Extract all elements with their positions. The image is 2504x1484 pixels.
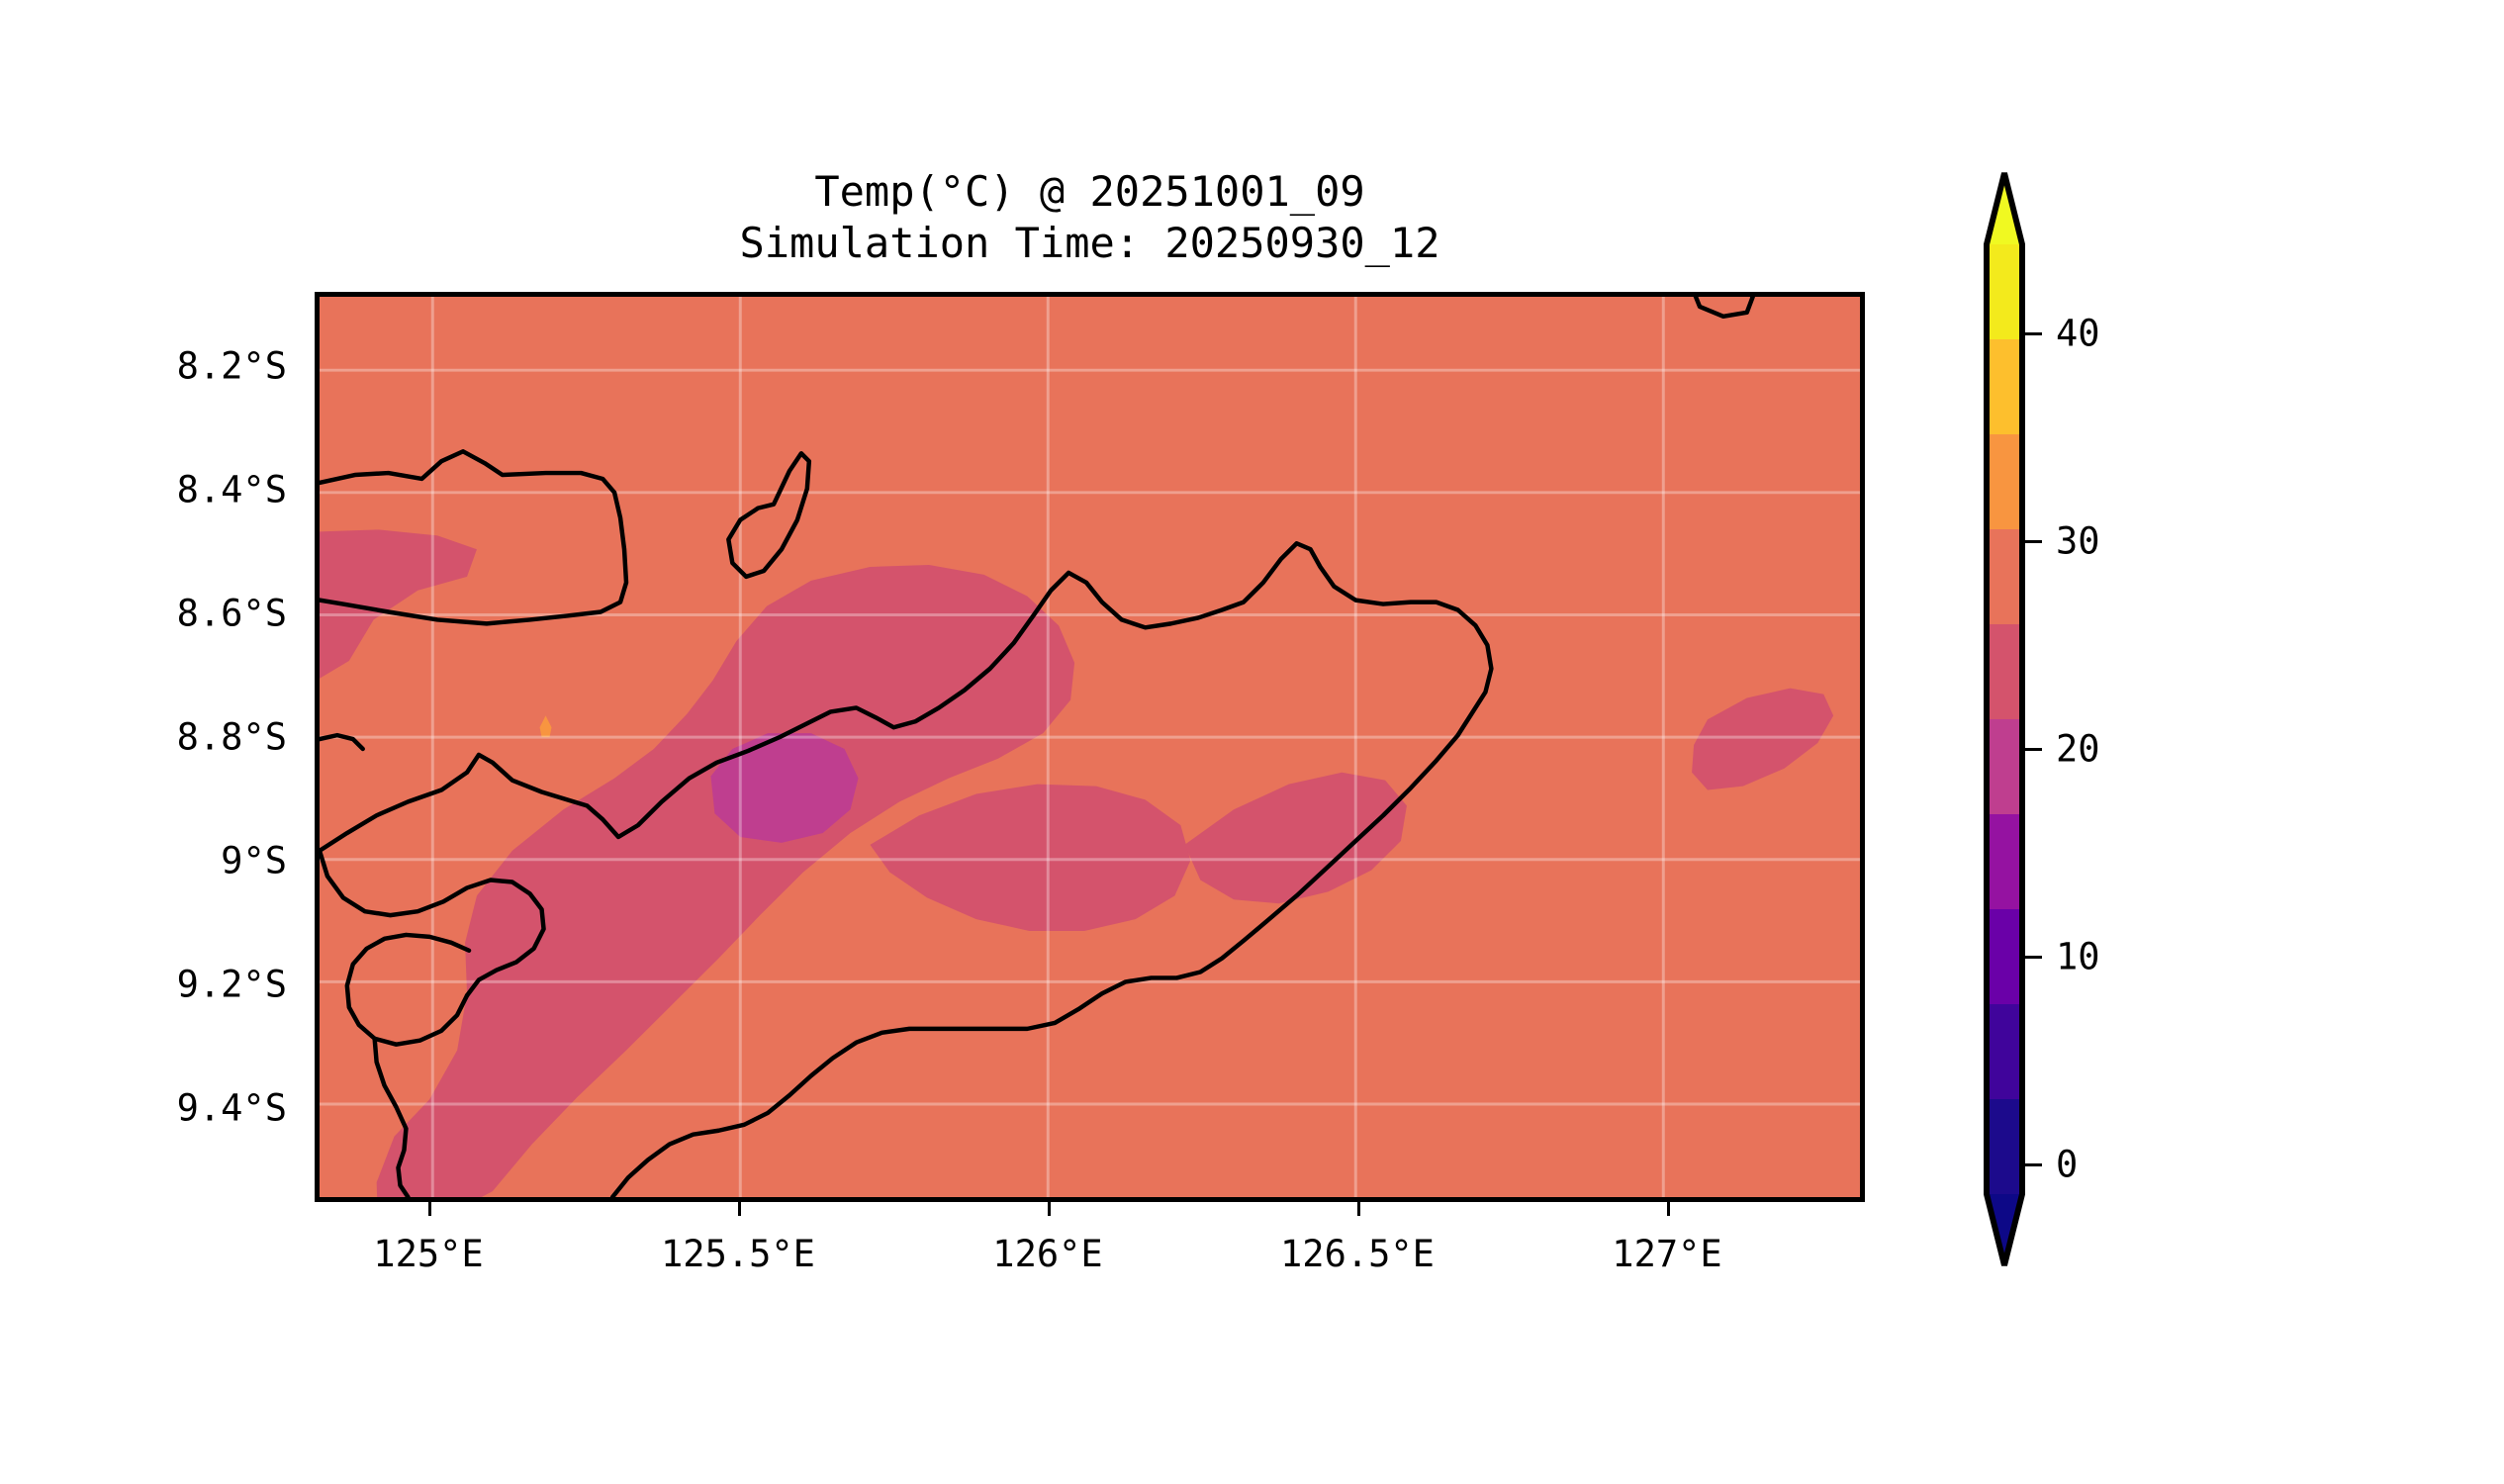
colorbar-band-5-10	[1987, 909, 2022, 1004]
colorbar-extend-low	[1987, 1194, 2022, 1265]
xtick-mark	[1667, 1202, 1670, 1216]
colorbar-label-20: 20	[2056, 727, 2100, 771]
colorbar-label-40: 40	[2056, 312, 2100, 355]
xtick-mark	[1357, 1202, 1360, 1216]
ytick-label-9s: 9°S	[221, 839, 287, 882]
colorbar-gradient	[1984, 172, 2025, 1266]
colorbar-band-35-40	[1987, 339, 2022, 434]
colorbar-band-25-30	[1987, 529, 2022, 624]
map-axes	[315, 292, 1865, 1202]
colorbar-band-15-20	[1987, 719, 2022, 814]
colorbar-band-40-45	[1987, 244, 2022, 339]
ytick-label-9-2s: 9.2°S	[176, 963, 287, 1006]
xtick-mark	[738, 1202, 741, 1216]
colorbar-band-10-15	[1987, 814, 2022, 909]
xtick-label-125-5e: 125.5°E	[661, 1233, 815, 1275]
colorbar-tick-40	[2022, 332, 2042, 335]
colorbar-tick-0	[2022, 1163, 2042, 1166]
contour-band-15-20	[710, 733, 859, 843]
colorbar-label-0: 0	[2056, 1143, 2079, 1186]
colorbar-tick-10	[2022, 956, 2042, 959]
coastline	[320, 297, 1755, 1197]
colorbar-band-20-25	[1987, 624, 2022, 719]
ytick-label-9-4s: 9.4°S	[176, 1086, 287, 1130]
colorbar-label-10: 10	[2056, 935, 2100, 978]
map-contour-field	[320, 297, 1860, 1197]
map-gridlines	[320, 297, 1860, 1197]
xtick-label-126-5e: 126.5°E	[1280, 1233, 1435, 1275]
colorbar-extend-high	[1987, 173, 2022, 244]
contour-band-30-35	[539, 715, 552, 738]
colorbar-tick-30	[2022, 540, 2042, 543]
ytick-label-8-2s: 8.2°S	[176, 344, 287, 388]
colorbar-band-30-35	[1987, 434, 2022, 529]
ytick-label-8-4s: 8.4°S	[176, 468, 287, 511]
title-line-2: Simulation Time: 20250930_12	[739, 219, 1440, 267]
contour-band-20-25	[320, 529, 1834, 1197]
page-title: Temp(°C) @ 20251001_09 Simulation Time: …	[315, 166, 1865, 269]
xtick-label-127e: 127°E	[1612, 1233, 1722, 1275]
colorbar-label-30: 30	[2056, 519, 2100, 563]
xtick-mark	[428, 1202, 431, 1216]
colorbar-outline	[1984, 172, 2025, 1266]
colorbar-band-neg5-0	[1987, 1099, 2022, 1194]
xtick-mark	[1048, 1202, 1051, 1216]
title-line-1: Temp(°C) @ 20251001_09	[814, 167, 1365, 216]
ytick-label-8-8s: 8.8°S	[176, 715, 287, 759]
xtick-label-125e: 125°E	[373, 1233, 484, 1275]
ytick-label-8-6s: 8.6°S	[176, 592, 287, 635]
colorbar	[1984, 172, 2025, 1321]
xtick-label-126e: 126°E	[992, 1233, 1103, 1275]
colorbar-tick-20	[2022, 748, 2042, 751]
colorbar-band-0-5	[1987, 1004, 2022, 1099]
